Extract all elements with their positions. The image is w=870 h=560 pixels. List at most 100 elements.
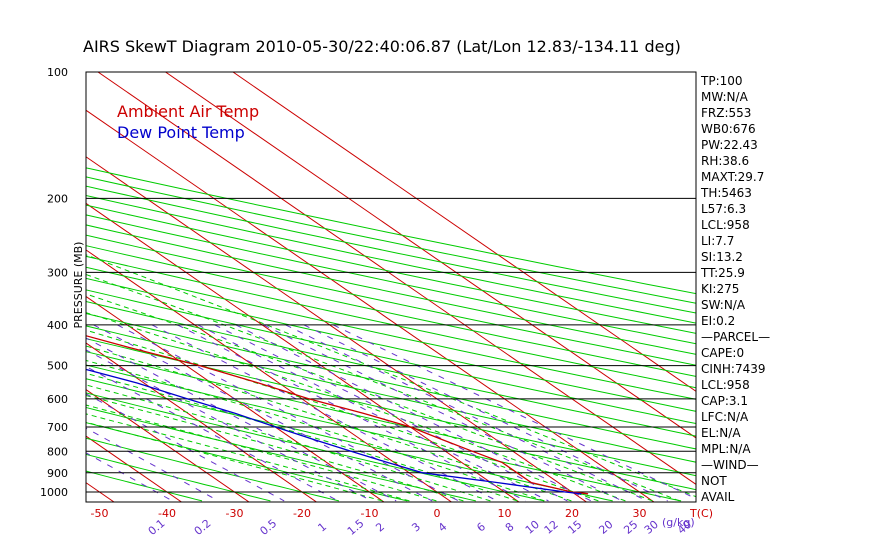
- isotherm-line: [86, 388, 250, 502]
- dry-adiabat: [86, 437, 340, 502]
- index-item: CINH:7439: [701, 362, 766, 376]
- dry-adiabat: [86, 266, 696, 400]
- dry-adiabat: [86, 313, 696, 450]
- mixing-ratio-tick: 4: [436, 520, 450, 534]
- pressure-tick-label: 700: [47, 421, 68, 434]
- isotherm-line: [86, 295, 385, 502]
- mixing-ratio-line: [86, 393, 285, 502]
- bottom-temperature-tick: -50: [91, 507, 109, 520]
- bottom-temperature-tick: 10: [498, 507, 512, 520]
- bottom-temperature-tick: -10: [361, 507, 379, 520]
- dry-adiabat: [86, 214, 696, 345]
- dry-adiabat: [86, 392, 545, 502]
- mixing-ratio-line: [151, 324, 498, 502]
- dry-adiabat: [86, 364, 682, 502]
- bottom-temperature-tick: -30: [226, 507, 244, 520]
- dry-adiabat: [86, 176, 696, 304]
- index-item: LCL:958: [701, 378, 750, 392]
- pressure-tick-label: 200: [47, 192, 68, 205]
- mixing-ratio-line: [177, 324, 527, 502]
- index-item: EI:0.2: [701, 314, 735, 328]
- mixing-ratio-line: [86, 365, 339, 502]
- mixing-ratio-tick: 0.2: [192, 517, 214, 538]
- bottom-temperature-tick: 0: [434, 507, 441, 520]
- mixing-ratio-unit: (g/kg): [662, 516, 695, 529]
- index-item: KI:275: [701, 282, 739, 296]
- isotherm-line: [86, 249, 452, 502]
- moist-adiabat: [86, 312, 626, 502]
- mixing-ratio-line: [86, 337, 397, 502]
- pressure-tick-labels: 100 200 300 400 500 600 700 800 900 1000: [40, 66, 68, 499]
- mixing-ratio-line: [263, 324, 623, 502]
- moist-adiabat: [86, 359, 545, 502]
- moist-adiabat: [86, 413, 410, 502]
- moist-adiabat: [86, 372, 518, 502]
- mixing-ratio-line: [117, 324, 459, 502]
- mixing-ratio-line: [214, 324, 568, 502]
- bottom-temperature-tick: 30: [633, 507, 647, 520]
- bottom-temperature-ticks: -50 -40 -30 -20 -10 0 10 20 30: [91, 507, 647, 520]
- ambient-air-temp-line: [86, 335, 589, 495]
- dry-adiabat: [86, 453, 271, 502]
- index-item: NOT: [701, 474, 727, 488]
- dew-point-temp-line: [86, 368, 582, 495]
- index-item: RH:38.6: [701, 154, 749, 168]
- dry-adiabat: [86, 406, 476, 502]
- bottom-temperature-tick: 20: [565, 507, 579, 520]
- index-item: PW:22.43: [701, 138, 758, 152]
- bottom-temperature-tick: -20: [293, 507, 311, 520]
- moist-adiabat: [86, 345, 572, 502]
- bottom-temperature-tick: -40: [158, 507, 176, 520]
- dry-adiabat: [86, 301, 696, 437]
- isotherm-line: [232, 72, 696, 392]
- y-axis-label: PRESSURE (MB): [72, 242, 85, 329]
- mixing-ratio-line: [303, 324, 668, 502]
- index-item: CAPE:0: [701, 346, 744, 360]
- plot-frame: [85, 71, 697, 503]
- index-item: TH:5463: [700, 186, 752, 200]
- mixing-ratio-tick: 15: [565, 518, 584, 537]
- dry-adiabat: [86, 234, 696, 366]
- dry-adiabat: [86, 185, 696, 314]
- mixing-ratio-line: [93, 324, 433, 502]
- dry-adiabat: [86, 422, 408, 502]
- chart-title: AIRS SkewT Diagram 2010-05-30/22:40:06.8…: [83, 37, 681, 56]
- mixing-ratio-tick: 30: [642, 518, 661, 537]
- pressure-tick-label: 100: [47, 66, 68, 79]
- isotherm-line: [86, 342, 317, 502]
- mixing-ratio-tick: 6: [474, 520, 488, 534]
- dry-adiabat: [86, 378, 613, 502]
- index-item: LCL:958: [701, 218, 750, 232]
- pressure-tick-label: 900: [47, 467, 68, 480]
- dry-adiabat: [86, 195, 696, 324]
- index-item: MPL:N/A: [701, 442, 751, 456]
- index-item: TT:25.9: [700, 266, 745, 280]
- index-item: LI:7.7: [701, 234, 734, 248]
- temperature-unit: T(C): [689, 507, 713, 520]
- mixing-ratio-tick: 10: [523, 518, 542, 537]
- mixing-ratio-tick: 0.5: [257, 517, 279, 538]
- mixing-ratio-line: [197, 324, 549, 502]
- index-item: EL:N/A: [701, 426, 741, 440]
- stability-indices: TP:100 MW:N/A FRZ:553 WB0:676 PW:22.43 RH:38.…: [700, 74, 770, 504]
- isotherm-line: [0, 72, 47, 502]
- moist-adiabat: [86, 394, 464, 502]
- dry-adiabat: [86, 351, 696, 491]
- index-item: SI:13.2: [701, 250, 743, 264]
- pressure-tick-label: 600: [47, 393, 68, 406]
- index-item: WB0:676: [701, 122, 756, 136]
- index-item: FRZ:553: [701, 106, 751, 120]
- pressure-tick-label: 800: [47, 445, 68, 458]
- mixing-ratio-tick: 1: [315, 520, 329, 534]
- pressure-tick-label: 400: [47, 319, 68, 332]
- dry-adiabat: [86, 289, 696, 425]
- dry-adiabat: [86, 224, 696, 355]
- index-item: MW:N/A: [701, 90, 749, 104]
- index-item: AVAIL: [701, 490, 735, 504]
- mixing-ratio-tick: 8: [503, 520, 517, 534]
- mixing-ratio-line: [86, 349, 372, 502]
- index-item: L57:6.3: [701, 202, 746, 216]
- mixing-ratio-tick: 12: [542, 518, 561, 537]
- pressure-tick-label: 300: [47, 266, 68, 279]
- mixing-ratio-line: [333, 324, 696, 500]
